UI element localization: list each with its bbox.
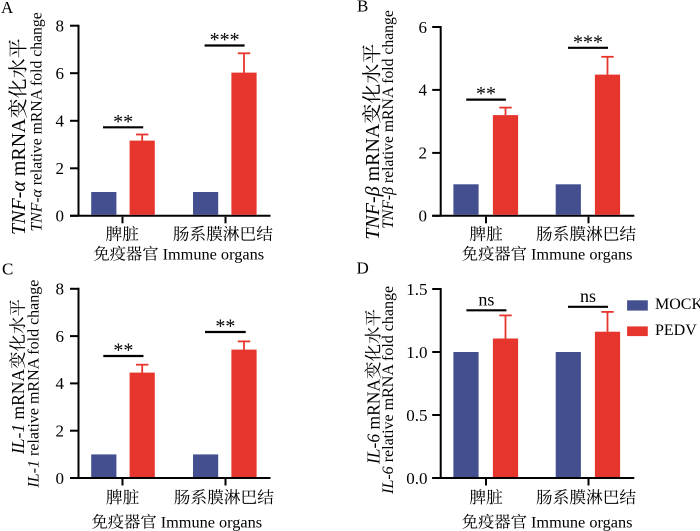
svg-text:ns: ns [478,290,494,310]
svg-text:6: 6 [56,64,65,83]
svg-text:0: 0 [56,469,65,488]
svg-text:0.0: 0.0 [406,469,427,488]
svg-text:8: 8 [56,280,65,299]
svg-text:**: ** [113,111,133,133]
svg-text:TNF-β mRNA: TNF-β mRNA [362,123,384,240]
svg-text:2: 2 [56,421,65,440]
svg-text:**: ** [215,316,235,338]
svg-text:IL-1 mRNA: IL-1 mRNA [8,369,28,455]
svg-text:***: *** [210,29,240,51]
svg-text:4: 4 [419,81,428,100]
svg-text:Immune organs: Immune organs [527,513,633,531]
svg-text:0: 0 [56,207,65,226]
svg-text:IL-6 mRNA: IL-6 mRNA [363,379,383,465]
svg-text:TNF-α mRNA: TNF-α mRNA [8,118,30,235]
svg-text:***: *** [573,31,603,53]
svg-text:**: ** [113,340,133,362]
svg-text:2: 2 [419,144,428,163]
svg-text:1.0: 1.0 [406,343,427,362]
svg-text:IL-1 relative mRNA fold change: IL-1 relative mRNA fold change [25,280,42,489]
svg-text:D: D [357,259,369,278]
svg-text:Immune organs: Immune organs [157,513,263,531]
svg-text:6: 6 [56,327,65,346]
svg-text:IL-6 relative mRNA fold change: IL-6 relative mRNA fold change [380,286,397,495]
svg-text:6: 6 [419,18,428,37]
svg-text:2: 2 [56,159,65,178]
svg-text:A: A [1,0,14,17]
svg-text:4: 4 [56,374,65,393]
svg-text:4: 4 [56,112,65,131]
svg-text:0: 0 [419,207,428,226]
svg-text:ns: ns [580,286,596,306]
svg-text:TNF-α relative mRNA fold chang: TNF-α relative mRNA fold change [29,12,46,231]
svg-text:Immune organs: Immune organs [527,245,633,264]
svg-text:MOCK: MOCK [655,296,700,313]
svg-text:1.5: 1.5 [406,280,427,299]
svg-text:C: C [2,260,13,279]
svg-text:PEDV: PEDV [655,322,697,339]
svg-text:Immune organs: Immune organs [159,245,265,264]
svg-text:TNF-β relative mRNA fold chang: TNF-β relative mRNA fold change [380,10,397,229]
svg-text:8: 8 [56,16,65,35]
svg-text:**: ** [476,83,496,105]
svg-text:0.5: 0.5 [406,406,427,425]
svg-text:B: B [357,0,368,16]
